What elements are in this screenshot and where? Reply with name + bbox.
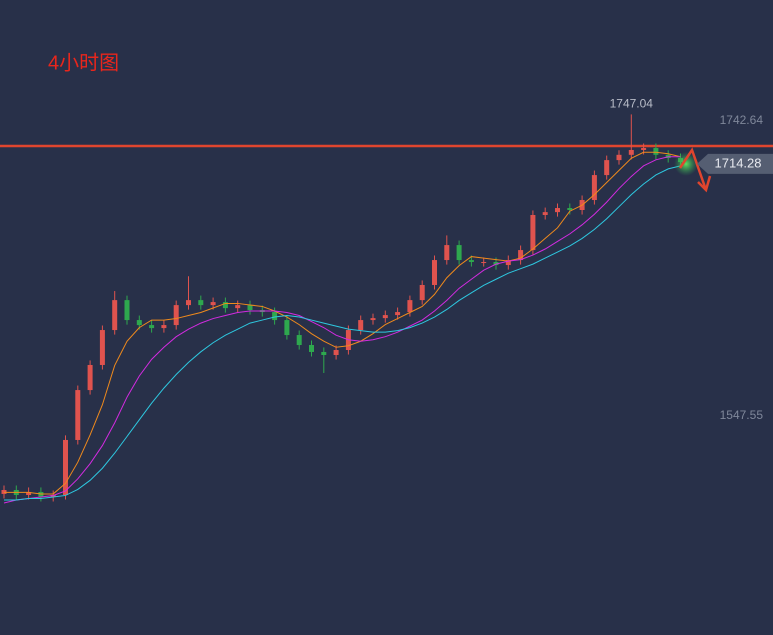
candle-body bbox=[370, 318, 376, 321]
candle-body bbox=[247, 305, 253, 311]
candle-body bbox=[358, 320, 364, 331]
candle-body bbox=[87, 364, 93, 391]
candle-body bbox=[186, 300, 191, 306]
price-tag bbox=[697, 153, 773, 174]
current-glow bbox=[674, 151, 698, 176]
candle-body bbox=[222, 302, 228, 309]
candle-body bbox=[567, 208, 573, 211]
moving-average-line bbox=[4, 165, 681, 501]
candle-body bbox=[481, 262, 487, 264]
trend-arrow bbox=[678, 147, 712, 193]
candle-body bbox=[518, 250, 524, 261]
candle-body bbox=[653, 148, 659, 155]
candle-body bbox=[321, 351, 327, 355]
candle-body bbox=[112, 300, 118, 331]
candle-body bbox=[505, 260, 511, 266]
candle-body bbox=[309, 345, 314, 352]
candle-body bbox=[26, 491, 32, 495]
candle-body bbox=[75, 390, 81, 440]
candle-body bbox=[99, 330, 105, 365]
candle-body bbox=[50, 494, 56, 497]
candle-body bbox=[493, 262, 499, 266]
candle-body bbox=[628, 149, 634, 155]
candle-body bbox=[382, 315, 388, 319]
candle-body bbox=[530, 214, 536, 251]
candle-body bbox=[444, 245, 450, 261]
candle-body bbox=[432, 260, 437, 285]
candle-body bbox=[272, 312, 278, 321]
moving-average-line bbox=[3, 156, 681, 504]
candle-body bbox=[124, 300, 130, 321]
candle-body bbox=[333, 350, 339, 355]
chart-title: 4小时图 bbox=[48, 51, 119, 74]
candle-body bbox=[235, 305, 241, 309]
high-label: 1747.04 bbox=[610, 97, 654, 111]
candle-body bbox=[641, 148, 647, 150]
candle-body bbox=[419, 284, 425, 301]
candle-body bbox=[284, 320, 290, 336]
candle-body bbox=[38, 491, 44, 497]
candle-body bbox=[555, 208, 560, 213]
candle-body bbox=[604, 160, 610, 176]
candle-body bbox=[616, 154, 622, 161]
candle-body bbox=[542, 212, 548, 215]
candle-body bbox=[161, 325, 167, 329]
candle-body bbox=[456, 245, 462, 261]
candle-body bbox=[63, 439, 68, 495]
candle-body bbox=[591, 175, 597, 201]
candle-body bbox=[173, 305, 179, 326]
candle-body bbox=[136, 320, 142, 326]
candle-body bbox=[198, 300, 204, 306]
y-tick-label: 1742.64 bbox=[720, 113, 764, 127]
moving-average-line bbox=[4, 151, 681, 495]
candle-body bbox=[296, 335, 302, 346]
price-tag-label: 1714.28 bbox=[715, 155, 762, 170]
candle-body bbox=[149, 325, 155, 329]
candle-body bbox=[407, 300, 413, 313]
candle-body bbox=[210, 302, 216, 306]
candle-body bbox=[395, 312, 401, 316]
y-tick-label: 1547.55 bbox=[720, 408, 764, 422]
candle-body bbox=[468, 260, 474, 263]
